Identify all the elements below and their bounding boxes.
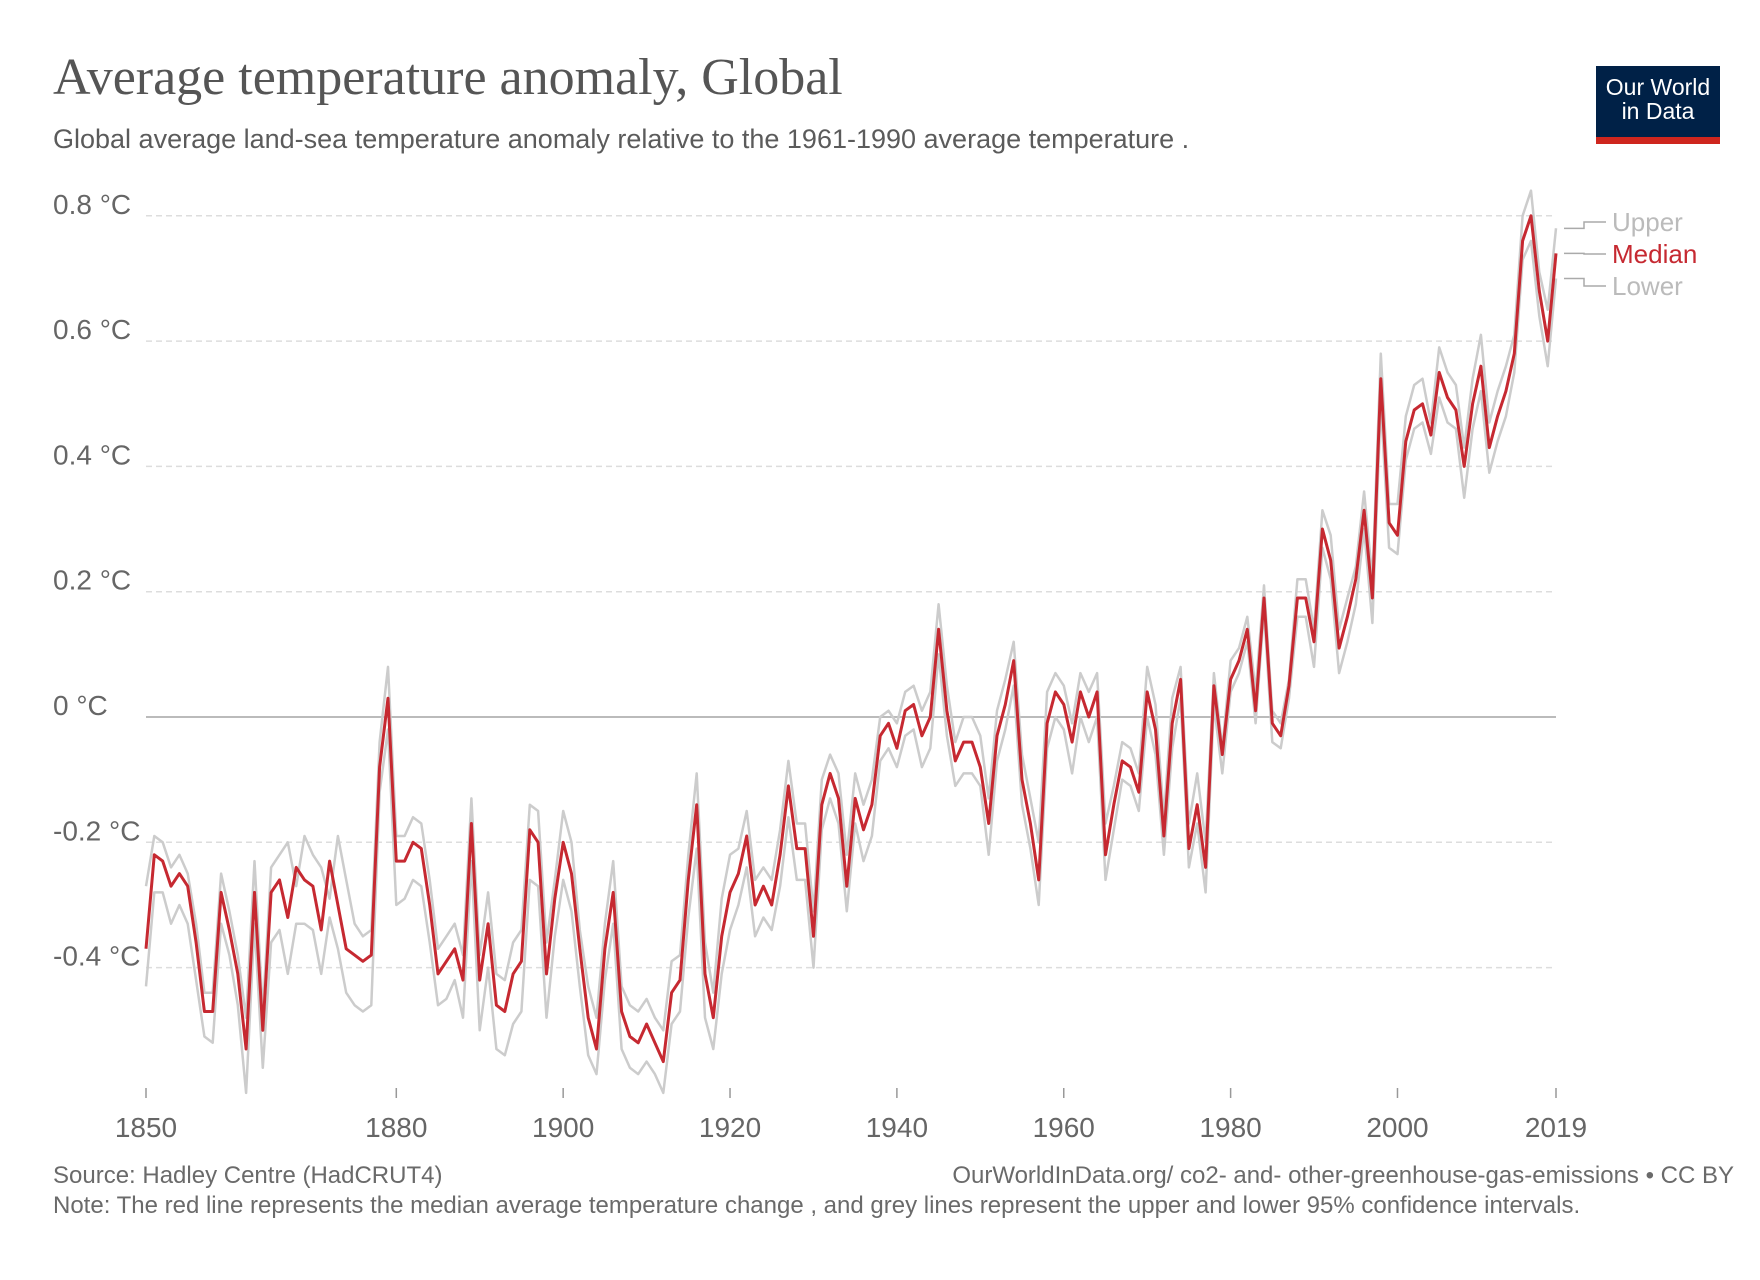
x-tick-label: 2019 [1525, 1112, 1587, 1143]
grid-lines [146, 215, 1556, 969]
x-tick-label: 1900 [532, 1112, 594, 1143]
y-tick-label: 0.4 °C [53, 439, 131, 470]
legend-label-lower: Lower [1612, 271, 1683, 301]
y-tick-label: 0 °C [53, 690, 108, 721]
chart-subtitle: Global average land-sea temperature anom… [53, 124, 1190, 154]
series-line-upper [144, 189, 1558, 1032]
y-tick-label: 0.2 °C [53, 565, 131, 596]
legend-label-median: Median [1612, 239, 1697, 269]
x-axis: 1850 1880 1900 1920 1940 1960 1980 2000 2019 [115, 1088, 1587, 1143]
x-tick-label: 1920 [699, 1112, 761, 1143]
series-line-median [144, 214, 1558, 1064]
y-tick-label: -0.4 °C [53, 941, 140, 972]
y-tick-label: -0.2 °C [53, 815, 140, 846]
x-tick-label: 1850 [115, 1112, 177, 1143]
footer-url[interactable]: OurWorldInData.org/ co2- and- other-gree… [952, 1162, 1734, 1189]
series-lines [144, 189, 1558, 1095]
footer-source: Source: Hadley Centre (HadCRUT4) [53, 1162, 443, 1189]
x-tick-label: 1980 [1199, 1112, 1261, 1143]
y-tick-label: 0.8 °C [53, 189, 131, 220]
footer-note: Note: The red line represents the median… [53, 1192, 1581, 1219]
y-axis: 0.8 °C 0.6 °C 0.4 °C 0.2 °C 0 °C -0.2 °C -0.4 … [53, 189, 140, 972]
x-tick-label: 1940 [866, 1112, 928, 1143]
legend-connector [1564, 277, 1606, 287]
legend-label-upper: Upper [1612, 207, 1683, 237]
y-tick-label: 0.6 °C [53, 314, 131, 345]
x-tick-label: 2000 [1366, 1112, 1428, 1143]
legend-connector [1564, 221, 1606, 230]
logo-line-2: in Data [1621, 98, 1695, 124]
legend-connector [1564, 252, 1606, 255]
series-line-lower [144, 239, 1558, 1095]
x-tick-label: 1960 [1033, 1112, 1095, 1143]
x-tick-label: 1880 [365, 1112, 427, 1143]
owid-logo[interactable]: Our World in Data [1596, 66, 1720, 144]
chart-title: Average temperature anomaly, Global [53, 49, 843, 106]
logo-line-1: Our World [1605, 74, 1711, 100]
